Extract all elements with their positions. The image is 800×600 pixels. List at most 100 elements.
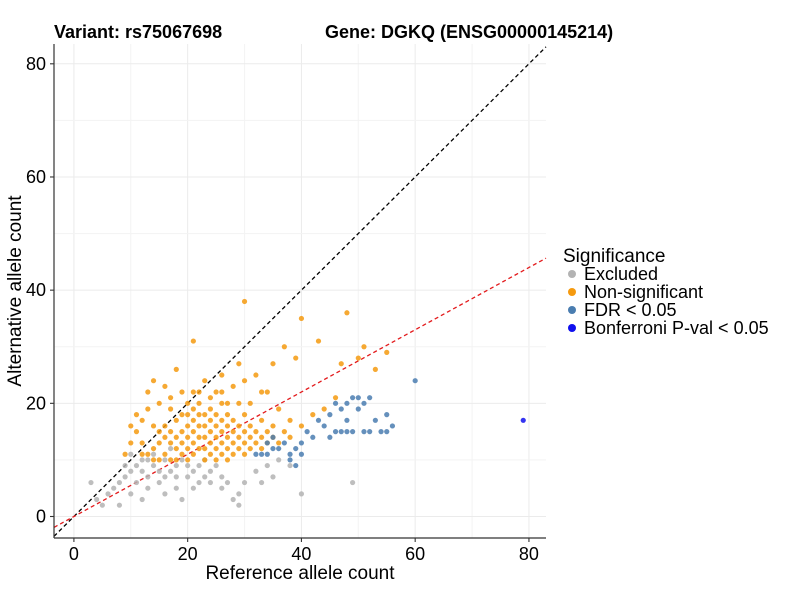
data-point: [162, 423, 168, 429]
data-point: [259, 479, 265, 486]
data-point: [304, 429, 310, 435]
data-point: [224, 412, 231, 418]
data-point: [287, 451, 293, 457]
data-point: [270, 423, 276, 429]
data-point: [173, 474, 179, 480]
data-point: [173, 485, 179, 491]
y-tick-label: 80: [26, 54, 46, 74]
legend-label-bonf: Bonferroni P-val < 0.05: [584, 318, 769, 338]
data-point: [190, 440, 196, 446]
data-point: [179, 389, 185, 395]
data-point: [179, 440, 185, 446]
data-point: [230, 417, 236, 423]
data-point: [259, 417, 265, 423]
data-point: [213, 423, 219, 429]
data-point: [241, 440, 248, 446]
data-point: [156, 440, 162, 446]
data-point: [185, 457, 191, 463]
y-tick-label: 60: [26, 167, 46, 187]
data-point: [116, 479, 123, 486]
data-point: [128, 451, 134, 457]
data-point: [361, 400, 367, 406]
data-point: [202, 412, 208, 418]
data-point: [173, 417, 179, 423]
data-point: [168, 406, 174, 412]
axis-ticks: 0 20 40 60 80 0 20 40 60 80: [26, 54, 539, 564]
data-point: [213, 434, 219, 440]
data-point: [236, 361, 242, 367]
data-point: [378, 429, 384, 435]
legend-entry-fdr: FDR < 0.05: [568, 300, 677, 320]
data-point: [367, 395, 373, 401]
data-point: [293, 355, 299, 361]
data-point: [190, 468, 196, 474]
data-point: [213, 462, 219, 469]
data-point: [145, 474, 151, 480]
grid-lines: [54, 44, 546, 538]
data-point: [128, 440, 134, 446]
data-point: [270, 445, 276, 452]
data-point: [219, 451, 225, 457]
data-point: [173, 434, 179, 440]
data-point: [145, 406, 151, 412]
data-point: [293, 445, 299, 452]
data-point: [384, 429, 390, 435]
data-point: [350, 429, 356, 435]
data-point: [236, 445, 242, 452]
data-point: [185, 462, 191, 469]
data-point: [185, 423, 191, 429]
data-point: [202, 423, 208, 429]
data-point: [236, 423, 242, 429]
data-point: [230, 451, 236, 457]
data-point: [315, 417, 322, 423]
y-axis-title: Alternative allele count: [5, 195, 26, 387]
data-point: [293, 462, 299, 469]
data-point: [253, 451, 259, 457]
data-point: [202, 434, 208, 440]
data-point: [247, 423, 253, 429]
data-point: [270, 434, 276, 440]
data-point: [230, 383, 236, 389]
data-point: [168, 429, 174, 435]
data-point: [520, 417, 526, 423]
data-point: [355, 355, 361, 361]
data-point: [332, 400, 339, 406]
data-point: [350, 395, 356, 401]
data-point: [276, 445, 282, 452]
data-point: [236, 502, 242, 508]
data-point: [162, 383, 168, 389]
data-point: [196, 462, 202, 469]
data-point: [196, 479, 202, 486]
data-point: [253, 468, 259, 474]
legend-key-fdr: [568, 306, 576, 314]
data-point: [133, 462, 140, 469]
x-tick-label: 80: [519, 544, 539, 564]
data-point: [168, 440, 174, 446]
data-point: [332, 429, 339, 435]
title-variant: Variant: rs75067698: [54, 22, 222, 42]
data-point: [355, 395, 361, 401]
data-point: [298, 451, 305, 457]
data-point: [213, 457, 219, 463]
data-point: [139, 417, 145, 423]
x-tick-label: 40: [291, 544, 311, 564]
legend-key-excluded: [568, 270, 576, 278]
data-point: [332, 395, 339, 401]
y-tick-label: 0: [36, 506, 46, 526]
data-point: [287, 457, 293, 463]
data-point: [219, 400, 225, 406]
data-point: [281, 344, 287, 350]
data-point: [327, 434, 333, 440]
data-point: [287, 434, 293, 440]
data-point: [196, 423, 202, 429]
data-point: [372, 366, 378, 372]
data-point: [241, 451, 248, 457]
data-point: [122, 474, 128, 480]
data-point: [185, 474, 191, 480]
data-point: [270, 474, 276, 480]
x-tick-label: 0: [69, 544, 79, 564]
data-point: [384, 412, 390, 418]
data-point: [338, 361, 344, 367]
